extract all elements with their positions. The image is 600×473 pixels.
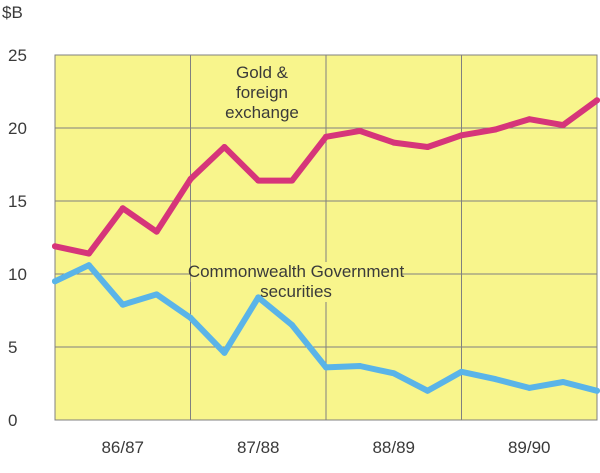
securities-series-point [560, 379, 567, 386]
gold-series-point [594, 97, 600, 104]
securities-series-point [356, 362, 363, 369]
securities-series-point [85, 262, 92, 269]
y-tick-label: 15 [8, 192, 27, 211]
gold-series-point [255, 177, 262, 184]
gold-series-label: Gold & [236, 63, 289, 82]
y-tick-label: 0 [8, 411, 17, 430]
gold-series-point [492, 126, 499, 133]
securities-series-point [52, 278, 58, 285]
securities-series-point [492, 376, 499, 383]
gold-series-label: foreign [236, 83, 288, 102]
gold-series-point [187, 176, 194, 183]
series-label-bg [227, 83, 297, 103]
x-tick-label: 89/90 [508, 438, 551, 457]
securities-series-point [458, 368, 465, 375]
series-lines [52, 97, 600, 394]
securities-series-point [289, 322, 296, 329]
securities-series-point [119, 301, 126, 308]
y-tick-label: 20 [8, 119, 27, 138]
gold-series-label: exchange [225, 103, 299, 122]
x-tick-label: 86/87 [101, 438, 144, 457]
gold-series-point [526, 116, 533, 123]
gold-series-point [289, 177, 296, 184]
axes: 0 5 10 15 20 25 86/87 87/88 88/89 89/90 $B [2, 3, 551, 457]
gold-series-point [52, 243, 58, 250]
series-label-bg [222, 103, 302, 123]
y-axis-unit-label: $B [2, 3, 23, 22]
gold-series-point [356, 127, 363, 134]
gold-series-point [323, 133, 329, 140]
series-label-bg [231, 63, 293, 83]
securities-series-point [594, 387, 600, 394]
gold-series-point [221, 143, 228, 150]
plot-border [54, 54, 598, 421]
securities-series-point [323, 364, 329, 371]
y-tick-label: 5 [8, 338, 17, 357]
securities-series-point [221, 349, 228, 356]
x-tick-label: 87/88 [237, 438, 280, 457]
securities-series-point [390, 370, 397, 377]
securities-series-point [255, 294, 262, 301]
y-tick-label: 25 [8, 46, 27, 65]
gold-series-point [85, 250, 92, 257]
securities-series-label: securities [260, 282, 332, 301]
x-tick-label: 88/89 [372, 438, 415, 457]
gold-series-point [119, 205, 126, 212]
gold-series-point [424, 143, 431, 150]
gold-series-point [458, 132, 465, 139]
series-label-bg [190, 262, 402, 282]
securities-series-label: Commonwealth Government [188, 262, 405, 281]
gold-series-point [390, 139, 397, 146]
securities-series-point [187, 314, 194, 321]
securities-series-point [424, 387, 431, 394]
series-label-bg [248, 282, 344, 302]
y-tick-label: 10 [8, 265, 27, 284]
securities-series-point [526, 384, 533, 391]
securities-series-point [153, 291, 160, 298]
gold-series-point [153, 228, 160, 235]
gold-series-point [560, 122, 567, 129]
